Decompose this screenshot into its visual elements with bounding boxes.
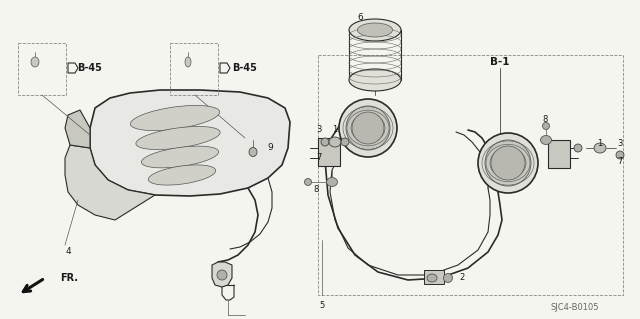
- Text: 1: 1: [597, 138, 603, 147]
- Ellipse shape: [321, 138, 329, 146]
- Text: 7: 7: [618, 158, 623, 167]
- Ellipse shape: [541, 136, 552, 145]
- Ellipse shape: [478, 133, 538, 193]
- Ellipse shape: [352, 112, 384, 144]
- Ellipse shape: [543, 122, 550, 130]
- Ellipse shape: [329, 137, 341, 147]
- Ellipse shape: [574, 144, 582, 152]
- Ellipse shape: [185, 57, 191, 67]
- Ellipse shape: [131, 106, 220, 130]
- Ellipse shape: [136, 126, 220, 150]
- Ellipse shape: [491, 146, 525, 180]
- Text: 2: 2: [460, 273, 465, 283]
- Ellipse shape: [217, 270, 227, 280]
- Text: SJC4-B0105: SJC4-B0105: [551, 303, 599, 313]
- Text: 3: 3: [618, 138, 623, 147]
- Bar: [318, 55, 623, 295]
- Polygon shape: [65, 110, 90, 148]
- Bar: [170, 43, 218, 95]
- Text: FR.: FR.: [60, 273, 78, 283]
- Bar: [424, 270, 444, 284]
- Ellipse shape: [349, 69, 401, 91]
- Polygon shape: [65, 145, 155, 220]
- Text: B-45: B-45: [232, 63, 257, 73]
- Ellipse shape: [249, 147, 257, 157]
- Text: 6: 6: [357, 12, 363, 21]
- Ellipse shape: [339, 99, 397, 157]
- Text: 9: 9: [267, 144, 273, 152]
- Text: 3: 3: [316, 125, 322, 135]
- Ellipse shape: [485, 140, 531, 186]
- Polygon shape: [90, 90, 290, 196]
- Text: 5: 5: [319, 300, 324, 309]
- Text: 1: 1: [332, 125, 338, 135]
- Bar: [18, 43, 66, 95]
- Text: 8: 8: [542, 115, 548, 124]
- Ellipse shape: [616, 151, 624, 159]
- Ellipse shape: [427, 274, 437, 282]
- Ellipse shape: [305, 179, 312, 186]
- Ellipse shape: [594, 143, 606, 153]
- Text: 7: 7: [316, 153, 322, 162]
- Ellipse shape: [358, 23, 392, 37]
- Ellipse shape: [148, 165, 216, 185]
- Ellipse shape: [341, 138, 349, 146]
- Ellipse shape: [326, 177, 337, 187]
- Ellipse shape: [349, 19, 401, 41]
- Bar: [318, 138, 340, 166]
- Ellipse shape: [141, 146, 219, 168]
- Polygon shape: [212, 262, 232, 287]
- Text: B-1: B-1: [490, 57, 509, 67]
- Text: 8: 8: [314, 186, 319, 195]
- Ellipse shape: [444, 273, 452, 283]
- Bar: [548, 140, 570, 168]
- Text: 4: 4: [65, 248, 71, 256]
- Ellipse shape: [31, 57, 39, 67]
- Text: B-45: B-45: [77, 63, 102, 73]
- Ellipse shape: [346, 106, 390, 150]
